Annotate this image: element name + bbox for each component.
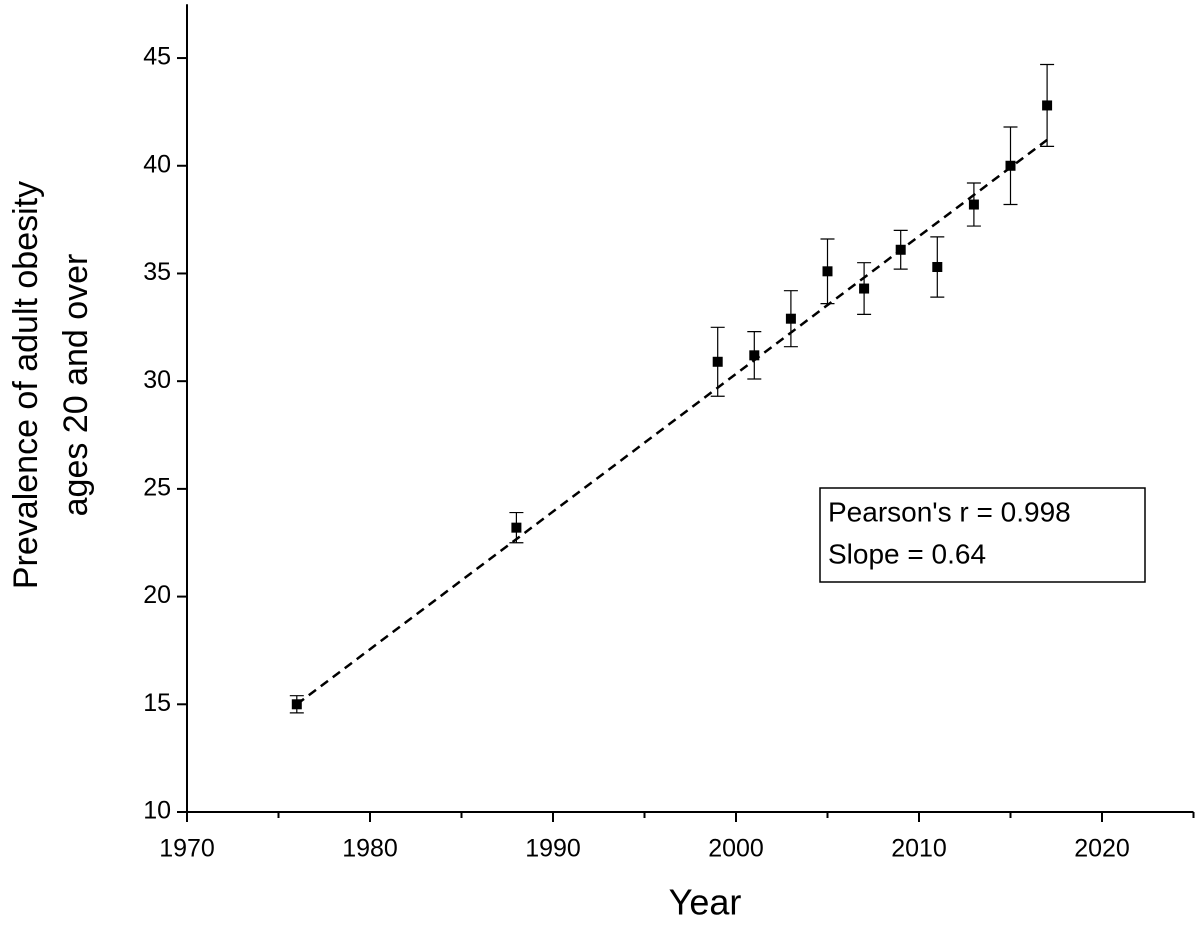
marker — [1042, 100, 1053, 111]
marker — [712, 356, 723, 367]
x-tick-label: 1990 — [525, 835, 581, 863]
marker — [291, 699, 302, 710]
fit-line — [296, 138, 1048, 706]
x-tick-label: 2000 — [708, 835, 764, 863]
marker — [1005, 160, 1016, 171]
y-tick-label: 10 — [143, 797, 171, 825]
y-axis-label: ages 20 and over — [57, 254, 95, 517]
marker — [749, 350, 760, 361]
y-axis-label: Prevalence of adult obesity — [7, 181, 45, 589]
x-tick-label: 1980 — [342, 835, 398, 863]
marker — [785, 313, 796, 324]
annotation: Pearson's r = 0.998 — [828, 496, 1071, 527]
y-tick-label: 20 — [143, 581, 171, 609]
x-axis-label: Year — [669, 882, 742, 923]
y-tick-label: 40 — [143, 150, 171, 178]
x-tick-label: 2010 — [891, 835, 947, 863]
x-tick-label: 2020 — [1074, 835, 1130, 863]
marker — [511, 522, 522, 533]
annotation: Slope = 0.64 — [828, 538, 986, 569]
y-tick-label: 25 — [143, 473, 171, 501]
y-tick-label: 30 — [143, 366, 171, 394]
marker — [822, 266, 833, 277]
marker — [968, 199, 979, 210]
marker — [859, 283, 870, 294]
marker — [932, 262, 943, 273]
y-tick-label: 15 — [143, 689, 171, 717]
x-tick-label: 1970 — [159, 835, 215, 863]
annotation-box — [819, 487, 1146, 583]
y-tick-label: 35 — [143, 258, 171, 286]
marker — [895, 244, 906, 255]
y-tick-label: 45 — [143, 43, 171, 71]
